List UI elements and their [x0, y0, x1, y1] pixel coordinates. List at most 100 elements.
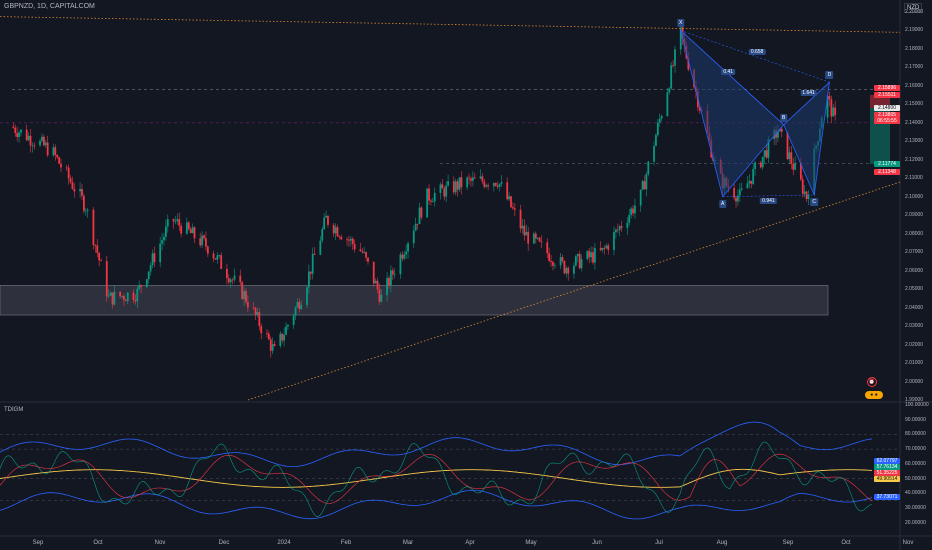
candle-body — [212, 253, 215, 259]
price-tick-label: 2.02000 — [905, 341, 924, 348]
candle-body — [193, 227, 196, 239]
price-tick-label: 2.14000 — [905, 119, 924, 126]
candle-body — [473, 177, 476, 179]
candle-body — [565, 267, 568, 274]
candle-body — [447, 181, 449, 186]
candle-body — [735, 197, 737, 202]
candle-body — [653, 146, 655, 162]
candle-body — [405, 251, 408, 255]
candle-body — [634, 205, 636, 214]
candle-body — [546, 242, 549, 254]
price-tick-label: 2.05000 — [905, 286, 924, 293]
candle-body — [466, 177, 469, 188]
candle-body — [471, 177, 474, 181]
candle-body — [166, 218, 169, 227]
candle-body — [340, 237, 343, 240]
price-tick-label: 2.04000 — [905, 304, 924, 311]
candle-body — [752, 168, 755, 184]
candle-body — [27, 135, 30, 141]
candle-body — [71, 182, 74, 189]
candle-body — [763, 150, 766, 157]
candle-body — [389, 270, 392, 286]
candle-body — [746, 183, 749, 189]
time-axis-label: Sep — [32, 540, 44, 546]
candle-body — [761, 156, 764, 168]
alert-badge[interactable]: ● ● — [865, 391, 883, 399]
candle-body — [548, 253, 551, 262]
candle-body — [828, 95, 831, 100]
indicator-tag: 49.90514 — [874, 475, 900, 482]
candle-body — [86, 209, 89, 211]
candle-body — [792, 163, 795, 170]
indicator-title: TDIGM — [4, 407, 24, 413]
candle-body — [386, 277, 388, 296]
candle-body — [574, 256, 577, 266]
candle-body — [668, 88, 671, 93]
indicator-tick-label: 100.00000 — [905, 402, 929, 408]
candle-body — [607, 245, 610, 250]
candle-body — [44, 142, 47, 146]
candle-body — [271, 344, 274, 351]
candle-body — [226, 268, 228, 279]
candle-body — [430, 200, 432, 202]
pattern-ratio-label: 0.658 — [748, 49, 766, 56]
candle-body — [199, 238, 202, 246]
price-tick-label: 2.15000 — [905, 101, 924, 108]
candle-body — [645, 174, 648, 190]
candle-body — [25, 129, 28, 141]
candle-body — [136, 288, 139, 302]
currency-selector[interactable]: NZD — [904, 3, 923, 13]
candle-body — [513, 208, 516, 210]
candle-body — [458, 177, 461, 190]
candle-body — [412, 230, 415, 244]
indicator-tick-label: 90.00000 — [905, 416, 926, 423]
indicator-tick-label: 30.00000 — [905, 504, 926, 511]
candle-body — [159, 243, 162, 263]
pattern-point-label: B — [780, 113, 788, 122]
candle-body — [185, 222, 188, 234]
candle-body — [510, 196, 512, 208]
candle-body — [174, 220, 177, 222]
candle-body — [399, 254, 402, 275]
candle-body — [487, 185, 490, 187]
candle-body — [538, 237, 541, 242]
price-tick-label: 2.10000 — [905, 193, 924, 200]
price-tick-label: 2.03000 — [905, 323, 924, 330]
candle-body — [481, 176, 484, 182]
candle-body — [94, 244, 97, 246]
candle-body — [378, 289, 381, 302]
candle-body — [119, 291, 122, 297]
candle-body — [325, 215, 327, 218]
pattern-triangle-bcd — [783, 81, 830, 197]
candle-body — [468, 177, 470, 179]
candle-body — [214, 258, 217, 260]
candle-body — [559, 257, 562, 266]
candle-body — [164, 226, 167, 237]
candle-body — [616, 229, 619, 231]
candle-body — [826, 95, 829, 118]
indicator-tag: 51.35225 — [874, 469, 900, 476]
candle-body — [416, 223, 419, 225]
candle-body — [445, 185, 448, 197]
alert-clock-icon[interactable]: ⏰ — [867, 377, 877, 387]
candle-body — [285, 326, 287, 335]
price-tick-label: 2.11000 — [905, 175, 923, 182]
candle-body — [126, 292, 129, 302]
candle-body — [643, 181, 646, 190]
candle-body — [258, 312, 261, 327]
candle-body — [121, 295, 123, 297]
candle-body — [658, 118, 661, 123]
candle-body — [403, 254, 406, 259]
candle-body — [178, 219, 181, 226]
candle-body — [414, 223, 417, 231]
candle-body — [107, 295, 110, 297]
price-tag: 2.13805 — [874, 111, 900, 118]
candle-body — [679, 27, 682, 50]
candle-body — [428, 188, 430, 201]
candle-body — [521, 225, 524, 229]
candle-body — [69, 178, 72, 183]
candle-body — [431, 201, 434, 203]
indicator-tick-label: 60.00000 — [905, 460, 926, 467]
time-axis-label: 2024 — [277, 540, 291, 546]
